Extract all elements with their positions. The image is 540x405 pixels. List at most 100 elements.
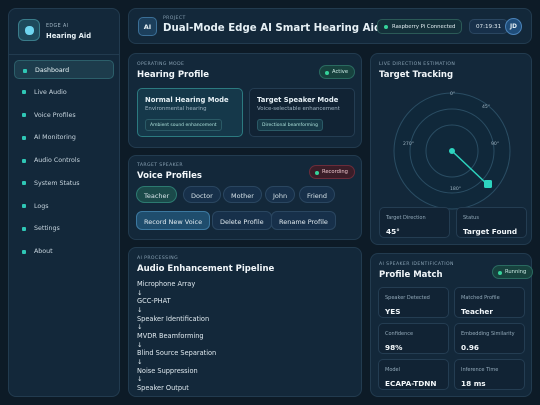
nav-item[interactable]: About — [14, 242, 114, 261]
arrow: ↓ — [137, 357, 143, 366]
center-dot — [449, 148, 455, 154]
profile-chip[interactable]: Teacher — [136, 186, 178, 203]
angle-label: 270° — [403, 142, 415, 147]
brand-small: EDGE AI — [46, 24, 69, 29]
stat-box: Model ECAPA-TDNN — [378, 359, 449, 390]
mode-desc: Voice-selectable enhancement — [257, 106, 340, 112]
stat-value: 18 ms — [461, 379, 486, 388]
running-badge: Running — [492, 265, 534, 279]
target-marker — [484, 180, 492, 188]
nav-item[interactable]: AI Monitoring — [14, 128, 114, 147]
tracking-card: LIVE DIRECTION ESTIMATION Target Trackin… — [370, 53, 532, 245]
nav-item[interactable]: Dashboard — [14, 60, 114, 79]
status-dot — [384, 25, 388, 29]
stat-label: Embedding Similarity — [461, 331, 515, 337]
action-button[interactable]: Rename Profile — [271, 211, 336, 230]
pipeline-step: Speaker Output — [137, 383, 189, 392]
nav-item[interactable]: Logs — [14, 197, 114, 216]
pipeline-step: Speaker Identification — [137, 314, 210, 323]
card-title: Voice Profiles — [137, 171, 202, 181]
stat-box: Confidence 98% — [378, 323, 449, 354]
card-title: Audio Enhancement Pipeline — [137, 264, 275, 274]
recording-badge: Recording — [309, 165, 355, 179]
stat-value: 45° — [386, 227, 400, 236]
divider — [9, 54, 119, 55]
nav-item[interactable]: System Status — [14, 174, 114, 193]
card-label: AI SPEAKER IDENTIFICATION — [379, 262, 454, 267]
nav-item[interactable]: Settings — [14, 219, 114, 238]
stat-value: 98% — [385, 343, 403, 352]
nav-item[interactable]: Voice Profiles — [14, 106, 114, 125]
nav-item[interactable]: Live Audio — [14, 83, 114, 102]
stat-value: YES — [385, 307, 401, 316]
status-pill: Raspberry Pi Connected — [377, 19, 463, 34]
arrow: ↓ — [137, 340, 143, 349]
pipeline-step: Microphone Array — [137, 280, 196, 288]
stat-label: Status — [463, 215, 479, 221]
stat-label: Model — [385, 367, 401, 373]
mode-name: Normal Hearing Mode — [145, 96, 229, 104]
logo — [18, 19, 40, 41]
hearing-profile-card: OPERATING MODE Hearing Profile Active No… — [128, 53, 362, 148]
radar-ring — [409, 108, 495, 194]
card-title: Hearing Profile — [137, 70, 210, 80]
pipeline-steps: Microphone Array ↓ GCC-PHAT ↓ Speaker Identi… — [137, 280, 216, 393]
stat-box: Status Target Found — [456, 207, 527, 238]
card-title: Target Tracking — [379, 70, 454, 80]
stat-value: 0.96 — [461, 343, 480, 352]
mode-desc: Environmental hearing — [145, 106, 207, 112]
mode-option[interactable]: Normal Hearing Mode Environmental hearing… — [137, 88, 243, 137]
stat-box: Target Direction 45° — [379, 207, 450, 238]
profile-chip[interactable]: John — [265, 186, 296, 203]
mode-option[interactable]: Target Speaker Mode Voice-selectable enha… — [249, 88, 355, 137]
direction-line — [451, 150, 489, 186]
radar — [393, 92, 511, 210]
arrow: ↓ — [137, 305, 143, 314]
profile-chip[interactable]: Doctor — [183, 186, 221, 203]
profile-chip[interactable]: Mother — [223, 186, 262, 203]
stat-value: Target Found — [463, 227, 518, 236]
angle-label: 90° — [491, 142, 500, 147]
card-label: AI PROCESSING — [137, 256, 179, 261]
angle-label: 180° — [450, 187, 462, 192]
arrow: ↓ — [137, 323, 143, 332]
header-label: PROJECT — [163, 16, 186, 21]
active-badge: Active — [319, 65, 356, 79]
radar-ring — [425, 124, 479, 178]
stat-value: ECAPA-TDNN — [385, 379, 437, 388]
header-title: Dual-Mode Edge AI Smart Hearing Aid — [163, 23, 382, 34]
stat-label: Target Direction — [386, 215, 426, 221]
stat-value: Teacher — [461, 307, 493, 316]
pipeline-step: Noise Suppression — [137, 366, 198, 375]
nav-item[interactable]: Audio Controls — [14, 151, 114, 170]
card-label: OPERATING MODE — [137, 62, 185, 67]
card-label: TARGET SPEAKER — [137, 163, 183, 168]
mode-name: Target Speaker Mode — [257, 96, 339, 104]
stat-label: Matched Profile — [461, 295, 500, 301]
stat-box: Embedding Similarity 0.96 — [454, 323, 525, 354]
card-label: LIVE DIRECTION ESTIMATION — [379, 62, 456, 67]
pipeline-step: GCC-PHAT — [137, 297, 171, 306]
action-button[interactable]: Delete Profile — [212, 211, 272, 230]
arrow: ↓ — [137, 375, 143, 384]
stat-box: Speaker Detected YES — [378, 287, 449, 318]
header: AI PROJECT Dual-Mode Edge AI Smart Heari… — [128, 8, 532, 44]
angle-label: 0° — [450, 92, 456, 97]
brand: Hearing Aid — [46, 32, 92, 40]
clock: 07:19:31 — [469, 19, 509, 34]
profile-chip[interactable]: Friend — [299, 186, 335, 203]
arrow: ↓ — [137, 288, 143, 297]
pipeline-step: Blind Source Separation — [137, 349, 217, 358]
mode-tag: Ambient sound enhancement — [145, 119, 222, 131]
logo-icon — [25, 26, 34, 35]
stat-label: Inference Time — [461, 367, 499, 373]
stat-box: Matched Profile Teacher — [454, 287, 525, 318]
angle-label: 45° — [482, 105, 491, 110]
mode-tag: Directional beamforming — [257, 119, 323, 131]
pipeline-step: MVDR Beamforming — [137, 331, 204, 340]
header-icon: AI — [138, 17, 157, 36]
avatar[interactable]: JD — [505, 18, 522, 35]
action-button[interactable]: Record New Voice — [136, 211, 211, 230]
card-title: Profile Match — [379, 270, 443, 280]
